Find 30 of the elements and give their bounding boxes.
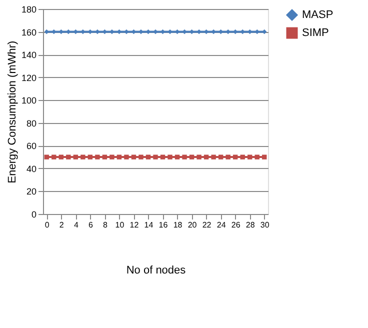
x-tick-label: 18 — [173, 220, 183, 230]
y-tick-label: 80 — [26, 118, 36, 128]
x-tick-label: 14 — [144, 220, 154, 230]
y-tick-label: 0 — [31, 210, 36, 220]
y-tick-label: 180 — [21, 4, 36, 14]
y-tick-label: 140 — [21, 50, 36, 60]
y-tick-label: 40 — [26, 164, 36, 174]
y-tick-label: 20 — [26, 186, 36, 197]
x-tick-label: 22 — [202, 220, 212, 230]
y-tick-label: 100 — [21, 96, 36, 106]
x-tick-label: 10 — [115, 220, 125, 230]
x-tick-label: 20 — [188, 220, 198, 230]
legend-label: MASP — [302, 9, 334, 21]
y-tick-label: 160 — [21, 27, 36, 38]
y-tick-label: 120 — [21, 72, 36, 83]
x-tick-label: 4 — [74, 220, 79, 230]
x-axis-title: No of nodes — [126, 264, 186, 276]
x-tick-label: 8 — [102, 220, 108, 230]
y-axis-title: Energy Consumption (mWhr) — [6, 40, 18, 184]
x-tick-label: 12 — [130, 220, 140, 230]
x-tick-label: 0 — [44, 220, 50, 230]
legend-label: SIMP — [302, 27, 329, 39]
x-tick-label: 30 — [260, 220, 270, 230]
x-tick-label: 2 — [59, 220, 64, 230]
x-tick-label: 6 — [88, 220, 94, 230]
x-tick-label: 28 — [246, 220, 256, 230]
x-tick-label: 16 — [158, 220, 168, 230]
y-tick-label: 60 — [26, 141, 36, 152]
x-tick-label: 26 — [231, 220, 241, 230]
x-tick-label: 24 — [216, 220, 226, 230]
